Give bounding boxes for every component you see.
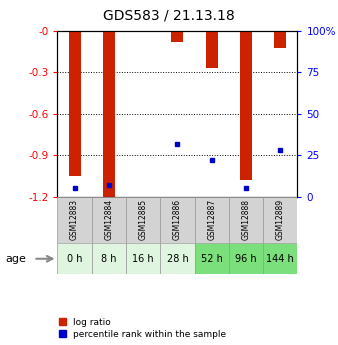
Bar	[126, 243, 160, 274]
Bar	[92, 243, 126, 274]
Legend: log ratio, percentile rank within the sample: log ratio, percentile rank within the sa…	[58, 318, 226, 339]
Text: 8 h: 8 h	[101, 254, 117, 264]
Bar	[206, 31, 218, 68]
Bar	[195, 243, 229, 274]
Bar	[160, 243, 195, 274]
Bar	[274, 31, 286, 48]
Bar	[171, 31, 184, 42]
Bar	[103, 31, 115, 199]
Bar	[69, 31, 80, 176]
Text: GSM12889: GSM12889	[276, 199, 285, 240]
Bar	[57, 197, 92, 243]
Bar	[57, 243, 92, 274]
Bar	[240, 31, 252, 180]
Text: GSM12886: GSM12886	[173, 199, 182, 240]
Text: age: age	[5, 254, 26, 264]
Text: 28 h: 28 h	[167, 254, 188, 264]
Bar	[229, 243, 263, 274]
Bar	[195, 197, 229, 243]
Text: 96 h: 96 h	[235, 254, 257, 264]
Text: 52 h: 52 h	[201, 254, 223, 264]
Text: GSM12887: GSM12887	[207, 199, 216, 240]
Text: GSM12888: GSM12888	[242, 199, 250, 240]
Text: 0 h: 0 h	[67, 254, 82, 264]
Bar	[229, 197, 263, 243]
Bar	[263, 197, 297, 243]
Text: GSM12884: GSM12884	[104, 199, 113, 240]
Bar	[92, 197, 126, 243]
Text: 16 h: 16 h	[132, 254, 154, 264]
Text: GSM12883: GSM12883	[70, 199, 79, 240]
Text: GDS583 / 21.13.18: GDS583 / 21.13.18	[103, 9, 235, 22]
Text: GSM12885: GSM12885	[139, 199, 148, 240]
Bar	[126, 197, 160, 243]
Text: 144 h: 144 h	[266, 254, 294, 264]
Bar	[160, 197, 195, 243]
Bar	[263, 243, 297, 274]
